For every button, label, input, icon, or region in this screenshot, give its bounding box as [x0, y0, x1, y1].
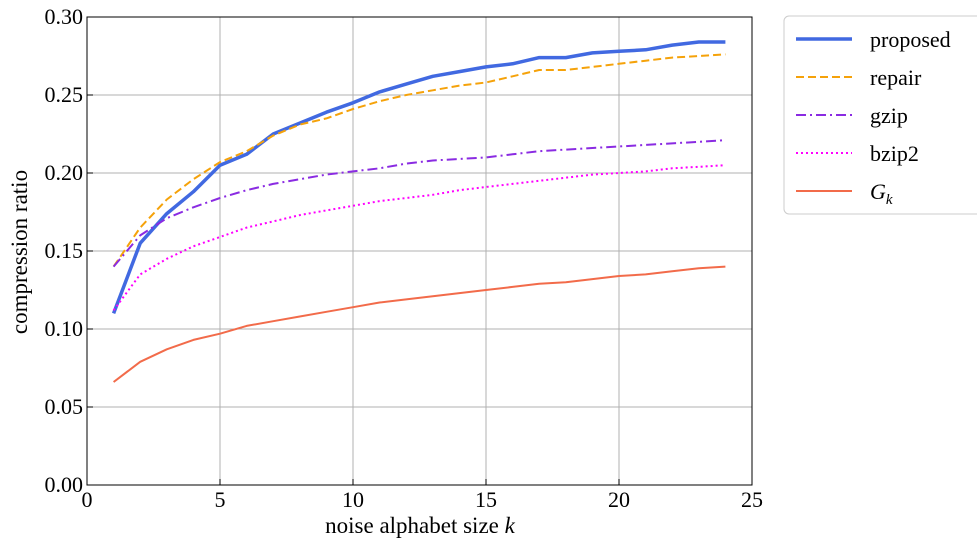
legend-label: Gk — [870, 179, 893, 208]
axis-ticks: 0 5 10 15 20 25 0.00 0.05 0.10 0.15 0.20 0.25 0.30 — [45, 4, 764, 512]
series-line-repair — [112, 53, 726, 268]
series-line-bzip2 — [112, 164, 726, 311]
series-line-g-k — [112, 265, 726, 383]
x-tick-label: 15 — [475, 487, 497, 512]
x-axis-label: noise alphabet size k — [325, 513, 515, 538]
series-lines — [111, 40, 726, 383]
y-tick-label: 0.10 — [45, 316, 84, 341]
y-tick-label: 0.00 — [45, 472, 84, 497]
legend: proposed repair gzip bzip2 Gk — [783, 15, 977, 215]
legend-label: repair — [870, 65, 922, 90]
y-tick-label: 0.05 — [45, 394, 84, 419]
series-line-gzip — [112, 139, 726, 268]
grid-lines — [86, 16, 753, 486]
y-tick-label: 0.15 — [45, 238, 84, 263]
x-tick-label: 0 — [82, 487, 93, 512]
legend-label: bzip2 — [870, 141, 919, 166]
y-tick-label: 0.25 — [45, 82, 84, 107]
series-line-proposed — [111, 40, 726, 315]
x-tick-label: 10 — [342, 487, 364, 512]
x-tick-label: 25 — [741, 487, 763, 512]
legend-frame — [783, 15, 977, 215]
y-tick-label: 0.20 — [45, 160, 84, 185]
x-tick-label: 5 — [215, 487, 226, 512]
y-tick-label: 0.30 — [45, 4, 84, 29]
legend-label: gzip — [870, 103, 908, 128]
x-tick-label: 20 — [608, 487, 630, 512]
legend-label: proposed — [870, 27, 951, 52]
y-axis-label: compression ratio — [7, 170, 32, 334]
